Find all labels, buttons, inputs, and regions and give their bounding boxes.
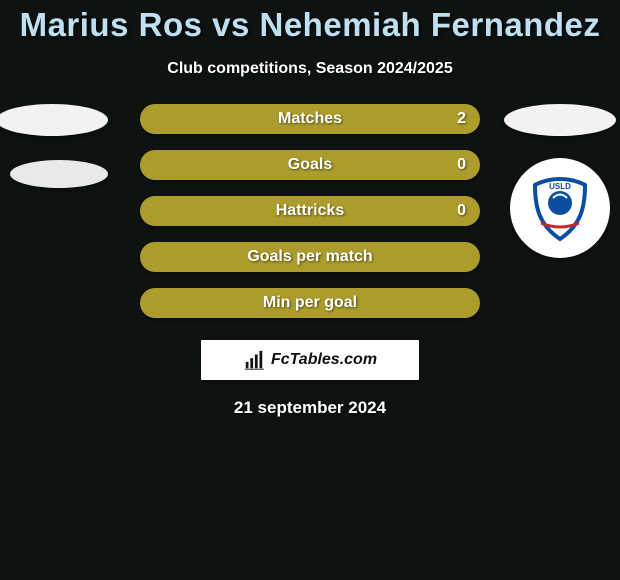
stat-bar-label: Matches [140, 104, 480, 134]
right-player-column: USLD [504, 104, 620, 258]
stat-bar: Hattricks0 [140, 196, 480, 226]
left-ellipse-bottom [10, 160, 108, 188]
date-label: 21 september 2024 [0, 398, 620, 418]
stat-bar: Goals per match [140, 242, 480, 272]
stat-bar-value: 2 [457, 104, 466, 134]
stat-bar-value: 0 [457, 196, 466, 226]
stat-bar-label: Min per goal [140, 288, 480, 318]
stat-bar: Matches2 [140, 104, 480, 134]
stat-bars: Matches2Goals0Hattricks0Goals per matchM… [140, 104, 480, 334]
comparison-stage: USLD Matches2Goals0Hattricks0Goals per m… [0, 90, 620, 570]
branding-badge: FcTables.com [201, 340, 419, 380]
stat-bar: Min per goal [140, 288, 480, 318]
subtitle: Club competitions, Season 2024/2025 [0, 60, 620, 78]
right-ellipse-top [504, 104, 616, 136]
left-ellipse-top [0, 104, 108, 136]
branding-text: FcTables.com [271, 351, 377, 369]
left-player-column [0, 104, 116, 188]
club-logo-svg: USLD [525, 173, 595, 243]
stat-bar: Goals0 [140, 150, 480, 180]
stat-bar-label: Hattricks [140, 196, 480, 226]
stat-bar-value: 0 [457, 150, 466, 180]
page-title: Marius Ros vs Nehemiah Fernandez [0, 0, 620, 44]
stat-bar-label: Goals per match [140, 242, 480, 272]
bar-chart-icon [243, 349, 265, 371]
stat-bar-label: Goals [140, 150, 480, 180]
club-logo: USLD [510, 158, 610, 258]
logo-letters: USLD [549, 182, 571, 191]
